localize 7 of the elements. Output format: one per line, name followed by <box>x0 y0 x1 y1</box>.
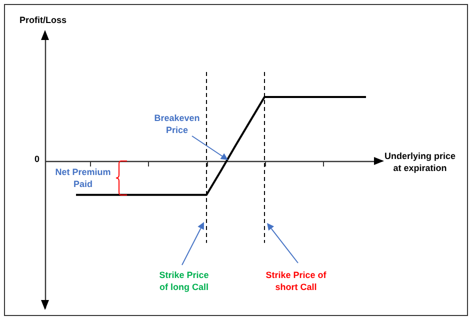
annotation: Net Premium Paid <box>55 167 111 189</box>
annotation: Breakeven Price <box>154 113 200 135</box>
text: Profit/Loss <box>19 15 67 25</box>
text: Strike Price of short Call <box>266 270 328 292</box>
text: 0 <box>34 154 40 164</box>
x-axis-title: Underlying price at expiration <box>384 151 456 173</box>
text: Strike Price of long Call <box>159 270 209 292</box>
